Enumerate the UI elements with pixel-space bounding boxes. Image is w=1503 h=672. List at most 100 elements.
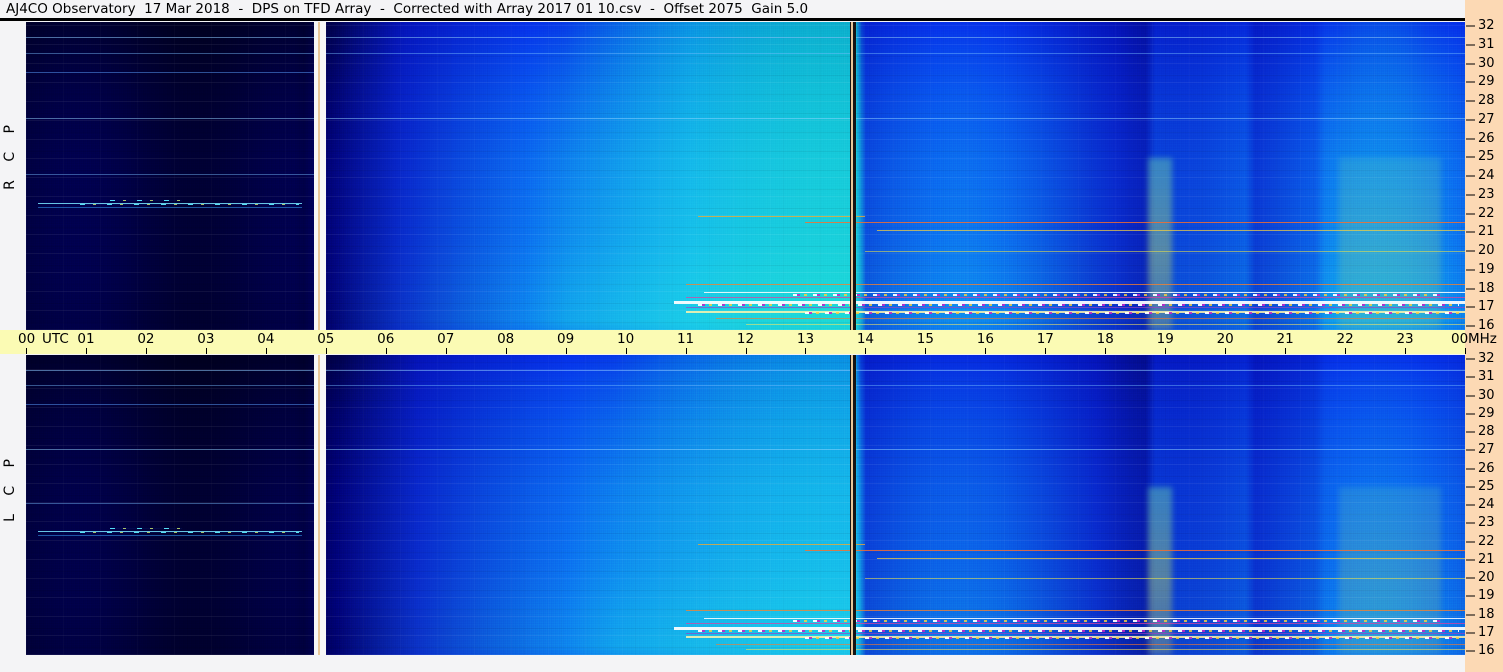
frequency-tick-label: 26 bbox=[1478, 460, 1495, 476]
emission-line bbox=[26, 52, 1465, 54]
interference-line bbox=[793, 294, 1441, 297]
frequency-tick bbox=[1466, 413, 1475, 415]
frequency-tick bbox=[1466, 269, 1475, 271]
frequency-tick-label: 16 bbox=[1478, 643, 1495, 658]
spectrogram-segment bbox=[26, 355, 314, 655]
time-tick bbox=[445, 348, 447, 354]
time-tick-label: 07 bbox=[437, 331, 455, 347]
emission-line bbox=[685, 610, 1465, 611]
emission-line bbox=[865, 251, 1465, 253]
time-tick bbox=[1345, 348, 1347, 354]
frequency-tick-label: 20 bbox=[1478, 570, 1495, 585]
segment-horizontal-texture bbox=[856, 22, 1465, 330]
emission-line bbox=[715, 643, 1465, 645]
frequency-tick-label: 23 bbox=[1478, 515, 1495, 531]
time-tick-label: 23 bbox=[1396, 331, 1414, 347]
frequency-tick bbox=[1466, 559, 1475, 561]
segment-noise bbox=[325, 355, 851, 655]
frequency-tick bbox=[1466, 25, 1475, 27]
time-tick-label: 12 bbox=[736, 331, 755, 347]
time-tick bbox=[685, 348, 687, 354]
panel-label-lcp: L C P bbox=[2, 452, 18, 522]
segment-noise bbox=[26, 22, 314, 330]
time-tick bbox=[565, 348, 567, 354]
spectrogram-segment bbox=[325, 355, 851, 655]
bright-activity-block bbox=[1148, 157, 1173, 330]
frequency-tick bbox=[1466, 175, 1475, 177]
time-tick bbox=[1225, 348, 1227, 354]
frequency-tick bbox=[1466, 100, 1475, 102]
spectrogram-panel-rcp[interactable] bbox=[26, 22, 1465, 330]
emission-line bbox=[26, 403, 326, 405]
time-tick-label: 01 bbox=[77, 331, 95, 347]
time-tick bbox=[745, 348, 747, 354]
frequency-unit-label: MHz bbox=[1468, 331, 1497, 347]
segment-frequency-shading bbox=[26, 22, 314, 330]
frequency-tick bbox=[1466, 250, 1475, 252]
segment-noise bbox=[325, 22, 851, 330]
time-tick-label: 00 bbox=[1451, 331, 1469, 347]
frequency-tick-label: 23 bbox=[1478, 186, 1495, 202]
emission-line bbox=[37, 202, 302, 204]
frequency-tick bbox=[1466, 614, 1475, 615]
emission-line bbox=[685, 306, 1465, 308]
frequency-tick bbox=[1466, 650, 1475, 652]
time-tick bbox=[1405, 348, 1407, 354]
frequency-tick bbox=[1466, 156, 1475, 158]
segment-horizontal-texture bbox=[856, 355, 1465, 655]
time-tick-label: 17 bbox=[1036, 331, 1054, 347]
frequency-tick bbox=[1466, 81, 1475, 83]
segment-noise bbox=[856, 355, 1465, 655]
segment-vertical-texture bbox=[26, 22, 314, 330]
time-tick-label: 20 bbox=[1216, 331, 1234, 347]
emission-line bbox=[745, 324, 1465, 326]
segment-vertical-texture bbox=[856, 355, 1465, 655]
time-tick bbox=[325, 348, 327, 354]
frequency-tick bbox=[1466, 44, 1475, 46]
frequency-tick-label: 29 bbox=[1478, 74, 1495, 90]
frequency-tick bbox=[1466, 522, 1475, 524]
spectrogram-segment bbox=[26, 22, 314, 330]
frequency-tick-label: 22 bbox=[1478, 533, 1495, 549]
frequency-tick-label: 27 bbox=[1478, 442, 1495, 458]
frequency-tick-label: 31 bbox=[1478, 36, 1495, 52]
time-tick bbox=[985, 348, 987, 354]
frequency-tick bbox=[1466, 504, 1475, 506]
frequency-tick-label: 24 bbox=[1478, 497, 1495, 512]
emission-line bbox=[685, 283, 1465, 285]
time-tick-label: 21 bbox=[1276, 331, 1294, 347]
frequency-tick-label: 28 bbox=[1478, 424, 1495, 439]
time-tick-label: 06 bbox=[377, 331, 395, 347]
frequency-tick-label: 21 bbox=[1478, 224, 1495, 240]
time-tick bbox=[1465, 348, 1466, 354]
emission-line bbox=[37, 206, 302, 208]
time-tick-label: 00 bbox=[18, 331, 36, 347]
frequency-tick-label: 30 bbox=[1478, 55, 1495, 71]
frequency-tick bbox=[1466, 395, 1475, 396]
time-tick-label: 10 bbox=[616, 331, 635, 347]
segment-frequency-shading bbox=[26, 355, 314, 655]
spectrogram-panel-lcp[interactable] bbox=[26, 355, 1465, 655]
frequency-tick bbox=[1466, 194, 1475, 196]
time-axis-unit-label: UTC bbox=[42, 331, 69, 347]
emission-line bbox=[685, 297, 1465, 299]
frequency-tick bbox=[1466, 306, 1475, 308]
emission-line bbox=[805, 550, 1465, 551]
frequency-tick-label: 17 bbox=[1478, 624, 1495, 640]
time-tick-label: 13 bbox=[796, 331, 815, 347]
interference-line bbox=[805, 311, 1459, 314]
frequency-tick-label: 26 bbox=[1478, 130, 1495, 146]
panel-label-rcp: R C P bbox=[2, 118, 18, 190]
frequency-tick-label: 18 bbox=[1478, 280, 1495, 296]
time-tick bbox=[1045, 348, 1047, 354]
frequency-tick-label: 19 bbox=[1478, 261, 1495, 277]
frequency-tick bbox=[1466, 595, 1475, 597]
emission-line bbox=[745, 649, 1465, 651]
emission-line bbox=[685, 623, 1465, 625]
time-tick bbox=[1105, 348, 1107, 354]
emission-line bbox=[865, 578, 1465, 580]
emission-line bbox=[673, 301, 1465, 305]
frequency-tick bbox=[1466, 577, 1475, 579]
emission-line bbox=[703, 617, 1465, 619]
page-title: AJ4CO Observatory 17 Mar 2018 - DPS on T… bbox=[0, 0, 1503, 18]
